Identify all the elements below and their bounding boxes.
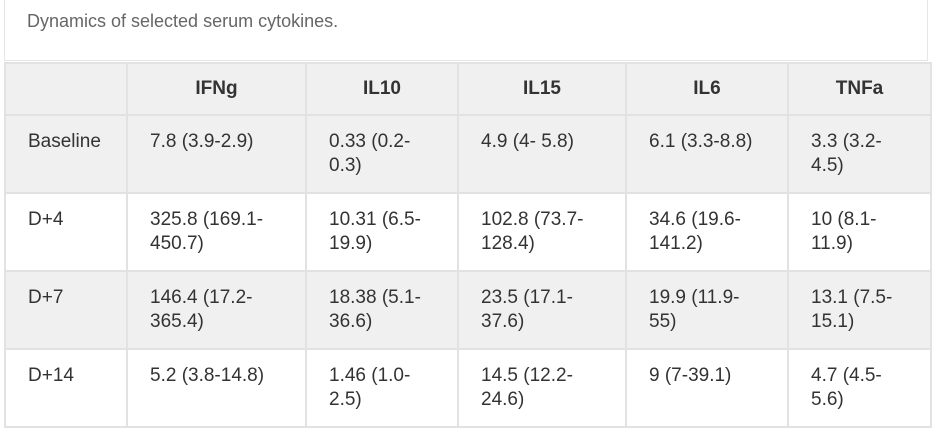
row-label: Baseline xyxy=(4,114,128,194)
header-cell: IL6 xyxy=(625,62,789,116)
row-label: D+14 xyxy=(4,348,128,428)
table-cell: 18.38 (5.1-36.6) xyxy=(305,270,459,350)
table-cell: 146.4 (17.2-365.4) xyxy=(126,270,307,350)
data-table: IFNg IL10 IL15 IL6 TNFa Baseline 7.8 (3.9-2.9… xyxy=(4,62,932,428)
row-label: D+7 xyxy=(4,270,128,350)
table-cell: 3.3 (3.2-4.5) xyxy=(787,114,932,194)
table-row: D+4 325.8 (169.1-450.7) 10.31 (6.5-19.9) 10… xyxy=(4,192,932,272)
header-cell xyxy=(4,62,128,116)
table-cell: 19.9 (11.9-55) xyxy=(625,270,789,350)
table-cell: 0.33 (0.2-0.3) xyxy=(305,114,459,194)
table-cell: 325.8 (169.1-450.7) xyxy=(126,192,307,272)
row-label: D+4 xyxy=(4,192,128,272)
table-cell: 7.8 (3.9-2.9) xyxy=(126,114,307,194)
table-row: Baseline 7.8 (3.9-2.9) 0.33 (0.2-0.3) 4.9 (… xyxy=(4,114,932,194)
header-cell: IL15 xyxy=(457,62,627,116)
table-cell: 5.2 (3.8-14.8) xyxy=(126,348,307,428)
header-row: IFNg IL10 IL15 IL6 TNFa xyxy=(4,62,932,116)
table-cell: 34.6 (19.6-141.2) xyxy=(625,192,789,272)
table-cell: 14.5 (12.2-24.6) xyxy=(457,348,627,428)
table-row: D+14 5.2 (3.8-14.8) 1.46 (1.0-2.5) 14.5 (12… xyxy=(4,348,932,428)
header-cell: IL10 xyxy=(305,62,459,116)
table-cell: 6.1 (3.3-8.8) xyxy=(625,114,789,194)
table-cell: 23.5 (17.1-37.6) xyxy=(457,270,627,350)
table-cell: 4.7 (4.5-5.6) xyxy=(787,348,932,428)
table-cell: 10 (8.1-11.9) xyxy=(787,192,932,272)
header-cell: IFNg xyxy=(126,62,307,116)
table-cell: 4.9 (4- 5.8) xyxy=(457,114,627,194)
table-cell: 13.1 (7.5-15.1) xyxy=(787,270,932,350)
table-caption: Dynamics of selected serum cytokines. xyxy=(4,0,928,61)
header-cell: TNFa xyxy=(787,62,932,116)
table-row: D+7 146.4 (17.2-365.4) 18.38 (5.1-36.6) 23.… xyxy=(4,270,932,350)
table-cell: 10.31 (6.5-19.9) xyxy=(305,192,459,272)
table-cell: 102.8 (73.7-128.4) xyxy=(457,192,627,272)
table-cell: 9 (7-39.1) xyxy=(625,348,789,428)
table-cell: 1.46 (1.0-2.5) xyxy=(305,348,459,428)
